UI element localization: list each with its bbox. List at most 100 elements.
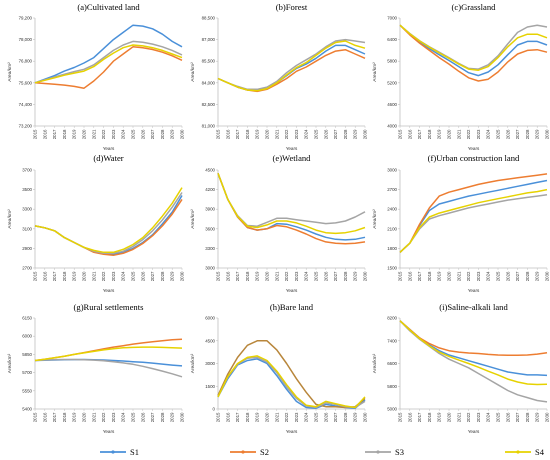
x-tick-label: 2023 [111,129,116,139]
legend-marker-s4 [516,450,520,454]
x-tick-label: 2018 [427,129,432,139]
chart-panel: (i)Saline-alkali land 5000 5800 6600 7400 820… [372,302,550,434]
legend-label-s3: S3 [395,447,404,457]
x-tick-label: 2015 [33,129,38,139]
y-tick-label: 5700 [22,370,32,375]
y-tick-label: 3000 [387,168,397,173]
x-tick-label: 2030 [363,271,368,281]
series-line-s3 [217,356,366,409]
y-tick-label: 7400 [387,338,397,343]
x-tick-label: 2021 [456,412,461,422]
x-tick-label: 2026 [505,129,510,139]
x-tick-label: 2018 [62,271,67,281]
legend: S1 S2 S3 S4 [100,447,545,457]
x-tick-label: 2023 [111,271,116,281]
y-axis-label: Area/km² [372,209,378,229]
x-tick-label: 2018 [427,271,432,281]
series-line-s2 [34,46,183,89]
x-axis-label: Years [103,429,115,434]
x-tick-label: 2019 [72,271,77,281]
x-tick-label: 2028 [160,412,165,422]
y-tick-label: 85,500 [202,59,216,64]
y-tick-label: 2700 [22,266,32,271]
chart-title: (c)Grassland [452,2,497,12]
y-tick-label: 5800 [387,59,397,64]
x-tick-label: 2025 [496,412,501,422]
x-tick-label: 2024 [304,412,309,422]
x-tick-label: 2027 [150,129,155,139]
chart-title: (f)Urban construction land [428,153,520,163]
x-tick-label: 2021 [274,412,279,422]
x-tick-label: 2018 [427,412,432,422]
y-tick-label: 4000 [387,124,397,129]
x-tick-label: 2021 [91,271,96,281]
x-tick-label: 2016 [225,271,230,281]
x-tick-label: 2016 [407,271,412,281]
x-axis-label: Years [286,146,298,151]
series-line-s4 [217,173,366,235]
x-tick-label: 2029 [353,129,358,139]
series-line-s1 [399,179,548,253]
y-tick-label: 3100 [22,226,32,231]
x-tick-label: 2021 [91,412,96,422]
x-tick-label: 2020 [447,129,452,139]
x-tick-label: 2024 [304,129,309,139]
x-tick-label: 2025 [314,129,319,139]
y-tick-label: 74,400 [19,102,33,107]
x-tick-label: 2015 [216,412,221,422]
x-tick-label: 2017 [52,129,57,139]
x-tick-label: 2025 [314,412,319,422]
x-tick-label: 2026 [140,412,145,422]
x-tick-label: 2017 [417,129,422,139]
y-axis-label: Area/km² [190,62,196,82]
series-line-s4 [34,346,183,362]
x-tick-label: 2024 [304,271,309,281]
x-tick-label: 2015 [33,271,38,281]
x-tick-label: 2021 [274,271,279,281]
x-tick-label: 2028 [525,129,530,139]
x-tick-label: 2029 [170,129,175,139]
x-tick-label: 2026 [505,271,510,281]
y-tick-label: 4200 [205,187,215,192]
x-tick-label: 2029 [535,271,540,281]
y-tick-label: 3000 [205,266,215,271]
x-tick-label: 2020 [82,412,87,422]
x-tick-label: 2023 [294,129,299,139]
x-tick-label: 2017 [235,271,240,281]
chart-title: (i)Saline-alkali land [439,302,508,312]
x-tick-label: 2025 [131,271,136,281]
x-tick-label: 2016 [42,412,47,422]
x-axis-label: Years [103,146,115,151]
y-tick-label: 3000 [205,361,215,366]
chart-panel: (f)Urban construction land 1500 1800 2100 24… [372,153,550,293]
y-tick-label: 2400 [387,207,397,212]
x-tick-label: 2027 [150,412,155,422]
chart-title: (g)Rural settlements [74,302,145,312]
y-tick-label: 73,200 [19,124,33,129]
x-tick-label: 2028 [343,271,348,281]
series-line-s2 [34,198,183,257]
y-tick-label: 6000 [205,316,215,321]
y-tick-label: 6400 [387,37,397,42]
x-tick-label: 2017 [235,412,240,422]
y-tick-label: 78,000 [19,37,33,42]
y-tick-label: 3300 [22,207,32,212]
chart-title: (e)Wetland [273,153,312,163]
x-tick-label: 2019 [255,412,260,422]
x-tick-label: 2022 [466,271,471,281]
x-tick-label: 2016 [407,129,412,139]
series-line-s1 [399,320,548,377]
x-tick-label: 2017 [417,412,422,422]
x-tick-label: 2016 [407,412,412,422]
x-tick-label: 2029 [535,412,540,422]
chart-title: (h)Bare land [270,302,314,312]
series-line-s2 [399,24,548,82]
y-tick-label: 5800 [387,384,397,389]
x-tick-label: 2028 [160,271,165,281]
x-axis-label: Years [468,146,480,151]
x-tick-label: 2021 [91,129,96,139]
x-tick-label: 2020 [265,129,270,139]
x-axis-label: Years [468,288,480,293]
x-tick-label: 2017 [52,412,57,422]
x-tick-label: 2025 [496,271,501,281]
